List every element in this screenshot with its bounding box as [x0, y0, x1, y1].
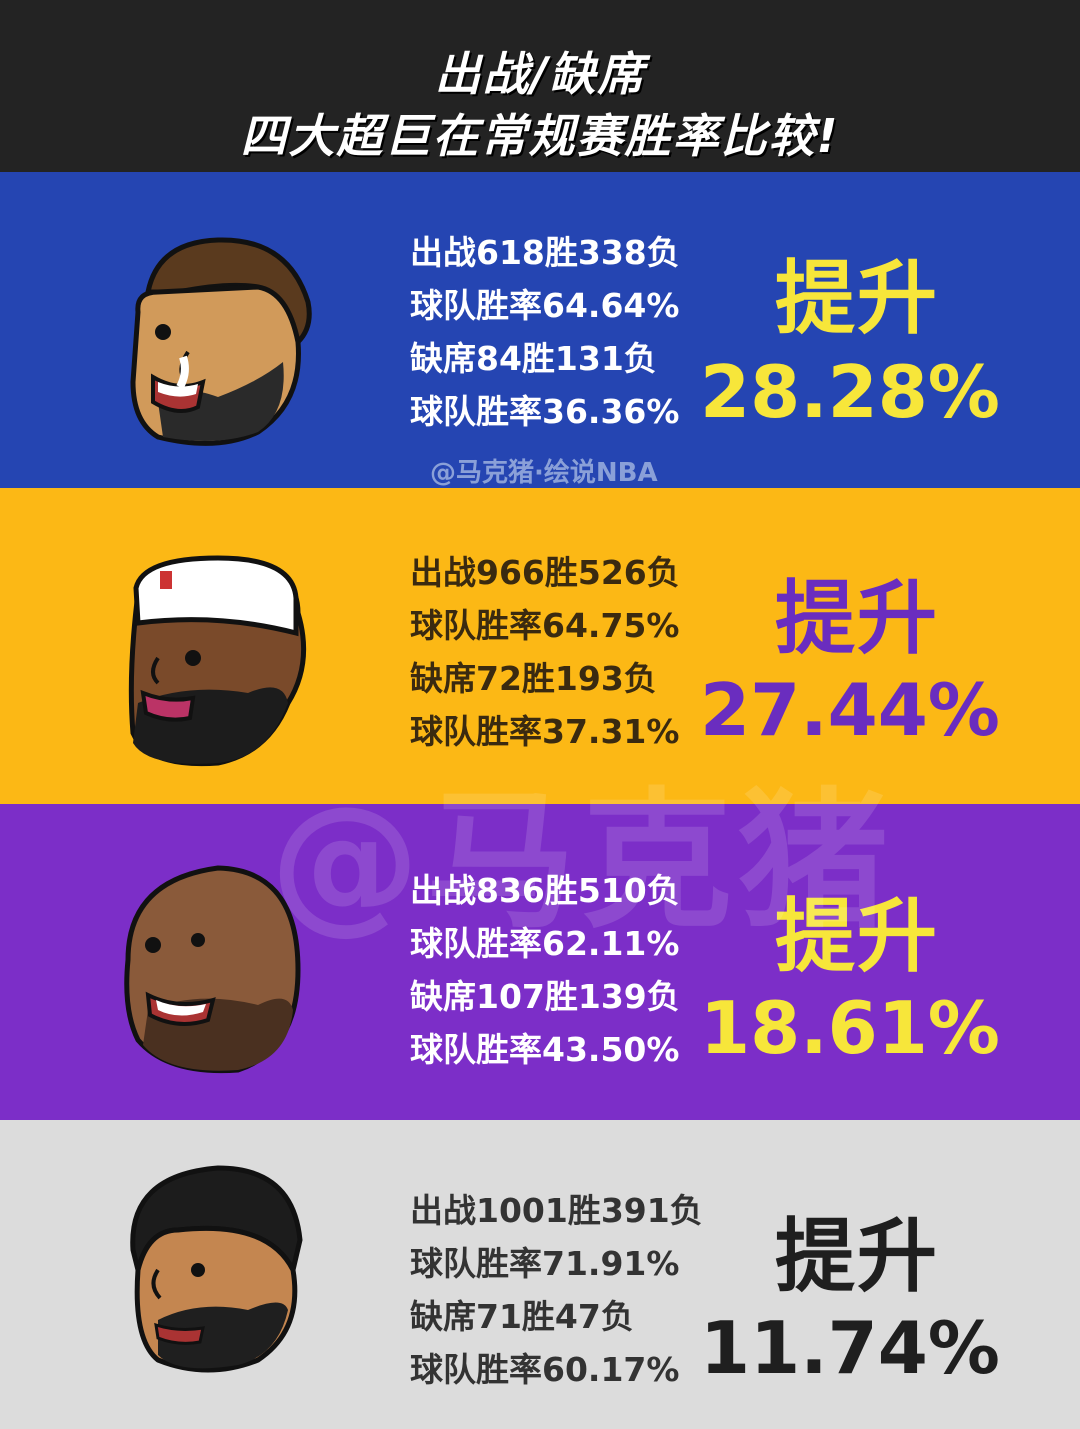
stat-absent: 缺席84胜131负	[410, 332, 680, 385]
stat-absent-rate: 球队胜率43.50%	[410, 1023, 680, 1076]
up-label: 提升	[752, 1192, 962, 1308]
stat-absent: 缺席72胜193负	[410, 652, 680, 705]
stat-played: 出战1001胜391负	[410, 1184, 703, 1237]
player-panel-4: 出战1001胜391负 球队胜率71.91% 缺席71胜47负 球队胜率60.1…	[0, 1120, 1080, 1429]
stats-block-1: 出战618胜338负 球队胜率64.64% 缺席84胜131负 球队胜率36.3…	[410, 226, 680, 438]
stat-played-rate: 球队胜率64.64%	[410, 279, 680, 332]
stat-absent: 缺席71胜47负	[410, 1290, 703, 1343]
diff-value: 18.61%	[700, 986, 1000, 1070]
short-hair-player-face-icon	[118, 1160, 318, 1380]
bearded-player-face-1-icon	[118, 232, 318, 452]
header-banner: 出战/缺席 四大超巨在常规赛胜率比较!	[0, 0, 1080, 172]
stat-absent: 缺席107胜139负	[410, 970, 680, 1023]
stats-block-2: 出战966胜526负 球队胜率64.75% 缺席72胜193负 球队胜率37.3…	[410, 546, 680, 758]
header-title-line2: 四大超巨在常规赛胜率比较!	[0, 100, 1080, 166]
stat-absent-rate: 球队胜率36.36%	[410, 385, 680, 438]
up-label: 提升	[752, 554, 962, 670]
watermark-text: @马克猪	[270, 740, 894, 957]
stat-absent-rate: 球队胜率60.17%	[410, 1343, 703, 1396]
stats-block-4: 出战1001胜391负 球队胜率71.91% 缺席71胜47负 球队胜率60.1…	[410, 1184, 703, 1396]
diff-value: 28.28%	[700, 350, 1000, 434]
up-label: 提升	[752, 234, 962, 350]
player-panel-1: 出战618胜338负 球队胜率64.64% 缺席84胜131负 球队胜率36.3…	[0, 172, 1080, 488]
diff-value: 11.74%	[700, 1306, 1000, 1390]
stat-played-rate: 球队胜率64.75%	[410, 599, 680, 652]
stat-played: 出战618胜338负	[410, 226, 680, 279]
stat-played-rate: 球队胜率71.91%	[410, 1237, 703, 1290]
credit-text: @马克猪·绘说NBA	[430, 452, 658, 489]
stat-played: 出战966胜526负	[410, 546, 680, 599]
header-title-line1: 出战/缺席	[0, 38, 1080, 104]
